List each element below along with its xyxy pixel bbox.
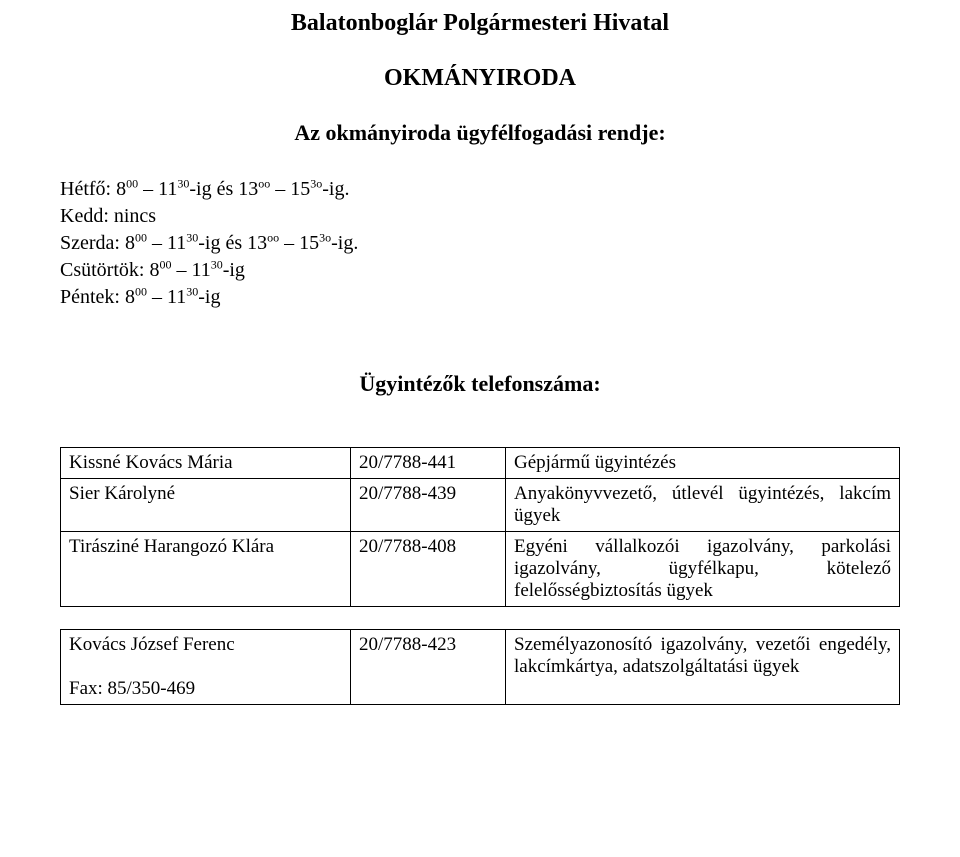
table-row: Kovács József Ferenc Fax: 85/350-46920/7…: [61, 630, 900, 705]
schedule-heading: Az okmányiroda ügyfélfogadási rendje:: [60, 120, 900, 146]
cell-description: Anyakönyvvezető, útlevél ügyintézés, lak…: [506, 479, 900, 532]
phones-heading: Ügyintézők telefonszáma:: [60, 371, 900, 397]
schedule-block: Hétfő: 800 – 1130-ig és 13oo – 153o-ig.K…: [60, 176, 900, 311]
cell-phone: 20/7788-423: [351, 630, 506, 705]
staff-table-2: Kovács József Ferenc Fax: 85/350-46920/7…: [60, 629, 900, 705]
cell-name: Kovács József Ferenc Fax: 85/350-469: [61, 630, 351, 705]
cell-name: Kissné Kovács Mária: [61, 448, 351, 479]
office-title: Balatonboglár Polgármesteri Hivatal: [60, 10, 900, 37]
cell-phone: 20/7788-439: [351, 479, 506, 532]
table-row: Kissné Kovács Mária20/7788-441Gépjármű ü…: [61, 448, 900, 479]
schedule-line: Szerda: 800 – 1130-ig és 13oo – 153o-ig.: [60, 230, 900, 257]
cell-name: Sier Károlyné: [61, 479, 351, 532]
staff-table-1: Kissné Kovács Mária20/7788-441Gépjármű ü…: [60, 447, 900, 607]
cell-description: Személyazonosító igazolvány, vezetői eng…: [506, 630, 900, 705]
cell-description: Gépjármű ügyintézés: [506, 448, 900, 479]
cell-phone: 20/7788-408: [351, 532, 506, 607]
table-row: Sier Károlyné20/7788-439Anyakönyvvezető,…: [61, 479, 900, 532]
schedule-line: Péntek: 800 – 1130-ig: [60, 284, 900, 311]
cell-description: Egyéni vállalkozói igazolvány, parkolási…: [506, 532, 900, 607]
table-row: Tirásziné Harangozó Klára20/7788-408Egyé…: [61, 532, 900, 607]
cell-phone: 20/7788-441: [351, 448, 506, 479]
schedule-line: Csütörtök: 800 – 1130-ig: [60, 257, 900, 284]
schedule-line: Kedd: nincs: [60, 203, 900, 230]
schedule-line: Hétfő: 800 – 1130-ig és 13oo – 153o-ig.: [60, 176, 900, 203]
document-page: Balatonboglár Polgármesteri Hivatal OKMÁ…: [0, 0, 960, 765]
department-title: OKMÁNYIRODA: [60, 65, 900, 92]
cell-name: Tirásziné Harangozó Klára: [61, 532, 351, 607]
